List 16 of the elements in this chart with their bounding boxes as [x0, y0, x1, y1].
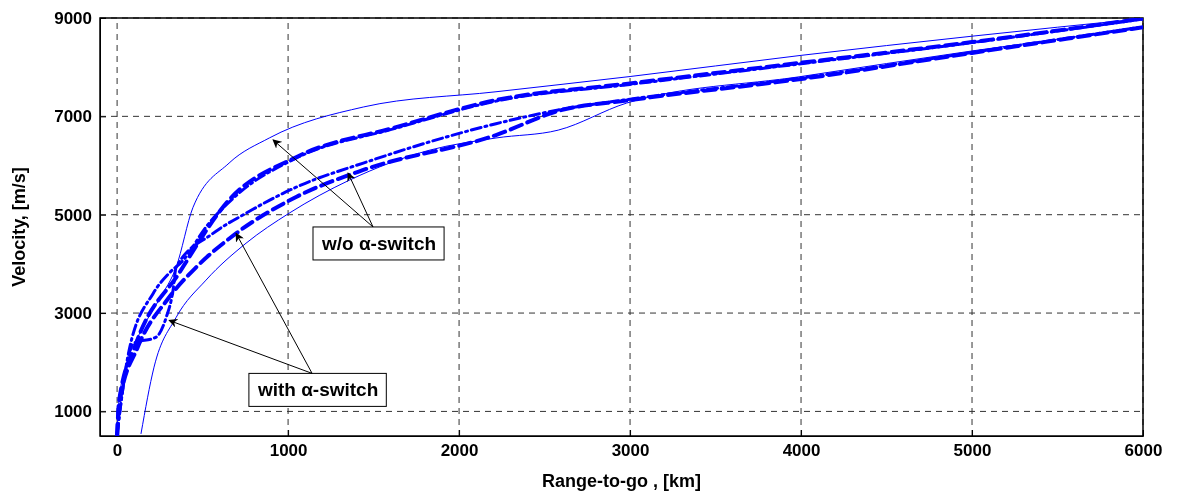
y-tick-label: 7000	[54, 107, 92, 127]
y-tick-label: 5000	[54, 205, 92, 225]
x-tick-label: 3000	[611, 441, 650, 461]
annotation: with α-switch	[256, 379, 379, 401]
x-tick-label: 0	[112, 441, 123, 461]
y-tick-label: 9000	[54, 8, 92, 28]
x-tick-label: 6000	[1124, 441, 1163, 461]
x-tick-label: 2000	[440, 441, 479, 461]
x-tick-label: 5000	[953, 441, 992, 461]
x-axis-title: Range-to-go , [km]	[542, 471, 701, 491]
y-tick-label: 1000	[54, 402, 92, 422]
x-tick-label: 1000	[269, 441, 308, 461]
y-tick-label: 3000	[54, 304, 92, 323]
x-tick-label: 4000	[782, 441, 821, 461]
annotation: w/o α-switch	[321, 232, 437, 254]
y-axis-title: Velocity, [m/s]	[9, 167, 29, 287]
